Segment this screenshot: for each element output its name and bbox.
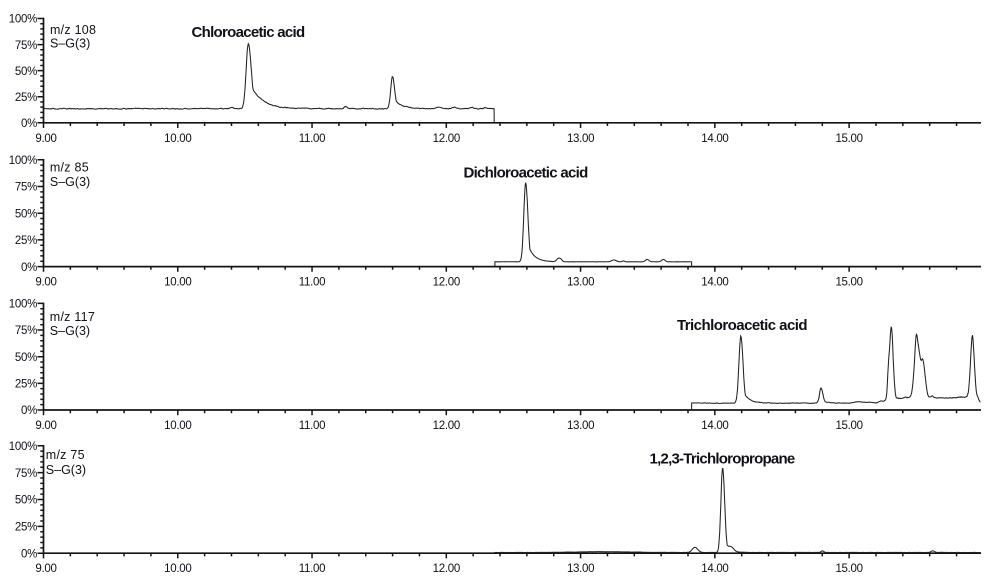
svg-text:50%: 50% xyxy=(15,208,37,220)
svg-text:25%: 25% xyxy=(15,522,37,534)
svg-text:Trichloroacetic acid: Trichloroacetic acid xyxy=(677,317,807,334)
svg-text:50%: 50% xyxy=(15,352,37,364)
svg-text:12.00: 12.00 xyxy=(433,563,460,575)
svg-text:11.00: 11.00 xyxy=(299,563,325,575)
svg-text:13.00: 13.00 xyxy=(567,420,594,432)
svg-text:25%: 25% xyxy=(15,92,37,104)
svg-text:14.00: 14.00 xyxy=(701,420,728,432)
svg-text:14.00: 14.00 xyxy=(701,563,728,575)
svg-text:10.00: 10.00 xyxy=(164,563,191,575)
svg-text:11.00: 11.00 xyxy=(299,420,325,432)
svg-text:15.00: 15.00 xyxy=(835,420,862,432)
svg-text:0%: 0% xyxy=(21,405,37,417)
svg-text:Chloroacetic acid: Chloroacetic acid xyxy=(192,24,306,41)
svg-text:9.00: 9.00 xyxy=(35,277,56,289)
svg-text:0%: 0% xyxy=(21,262,37,274)
svg-text:11.00: 11.00 xyxy=(299,277,325,289)
svg-text:m/z 117: m/z 117 xyxy=(50,310,95,324)
svg-text:25%: 25% xyxy=(15,235,37,247)
svg-text:15.00: 15.00 xyxy=(835,277,862,289)
svg-text:1,2,3-Trichloropropane: 1,2,3-Trichloropropane xyxy=(650,451,795,468)
svg-text:75%: 75% xyxy=(15,40,37,52)
svg-text:50%: 50% xyxy=(15,495,37,507)
svg-text:13.00: 13.00 xyxy=(567,277,594,289)
svg-text:0%: 0% xyxy=(21,118,37,130)
svg-text:12.00: 12.00 xyxy=(433,420,460,432)
svg-text:S–G(3): S–G(3) xyxy=(50,36,90,50)
svg-text:75%: 75% xyxy=(15,468,37,480)
svg-text:S–G(3): S–G(3) xyxy=(46,463,86,477)
svg-text:9.00: 9.00 xyxy=(35,420,56,432)
svg-text:13.00: 13.00 xyxy=(567,563,594,575)
svg-text:m/z 75: m/z 75 xyxy=(46,448,85,462)
svg-text:14.00: 14.00 xyxy=(701,133,728,145)
svg-text:100%: 100% xyxy=(9,441,37,453)
svg-text:10.00: 10.00 xyxy=(164,277,191,289)
svg-text:11.00: 11.00 xyxy=(299,133,325,145)
svg-text:S–G(3): S–G(3) xyxy=(50,324,90,338)
svg-text:10.00: 10.00 xyxy=(164,133,191,145)
svg-text:9.00: 9.00 xyxy=(35,133,56,145)
svg-text:75%: 75% xyxy=(15,325,37,337)
svg-text:Dichloroacetic acid: Dichloroacetic acid xyxy=(463,165,588,182)
svg-text:13.00: 13.00 xyxy=(567,133,594,145)
svg-text:100%: 100% xyxy=(9,14,37,26)
svg-text:15.00: 15.00 xyxy=(835,133,862,145)
svg-text:14.00: 14.00 xyxy=(701,277,728,289)
svg-text:S–G(3): S–G(3) xyxy=(50,175,90,189)
svg-text:100%: 100% xyxy=(9,299,37,311)
svg-text:9.00: 9.00 xyxy=(35,563,56,575)
svg-text:15.00: 15.00 xyxy=(835,563,862,575)
svg-text:25%: 25% xyxy=(15,379,37,391)
svg-text:10.00: 10.00 xyxy=(164,420,191,432)
svg-text:12.00: 12.00 xyxy=(433,133,460,145)
svg-text:m/z 108: m/z 108 xyxy=(50,23,96,37)
svg-text:50%: 50% xyxy=(15,66,37,78)
svg-text:0%: 0% xyxy=(21,548,37,560)
svg-text:12.00: 12.00 xyxy=(433,277,460,289)
svg-text:75%: 75% xyxy=(15,182,37,194)
svg-text:m/z 85: m/z 85 xyxy=(50,161,89,175)
svg-text:100%: 100% xyxy=(9,155,37,167)
